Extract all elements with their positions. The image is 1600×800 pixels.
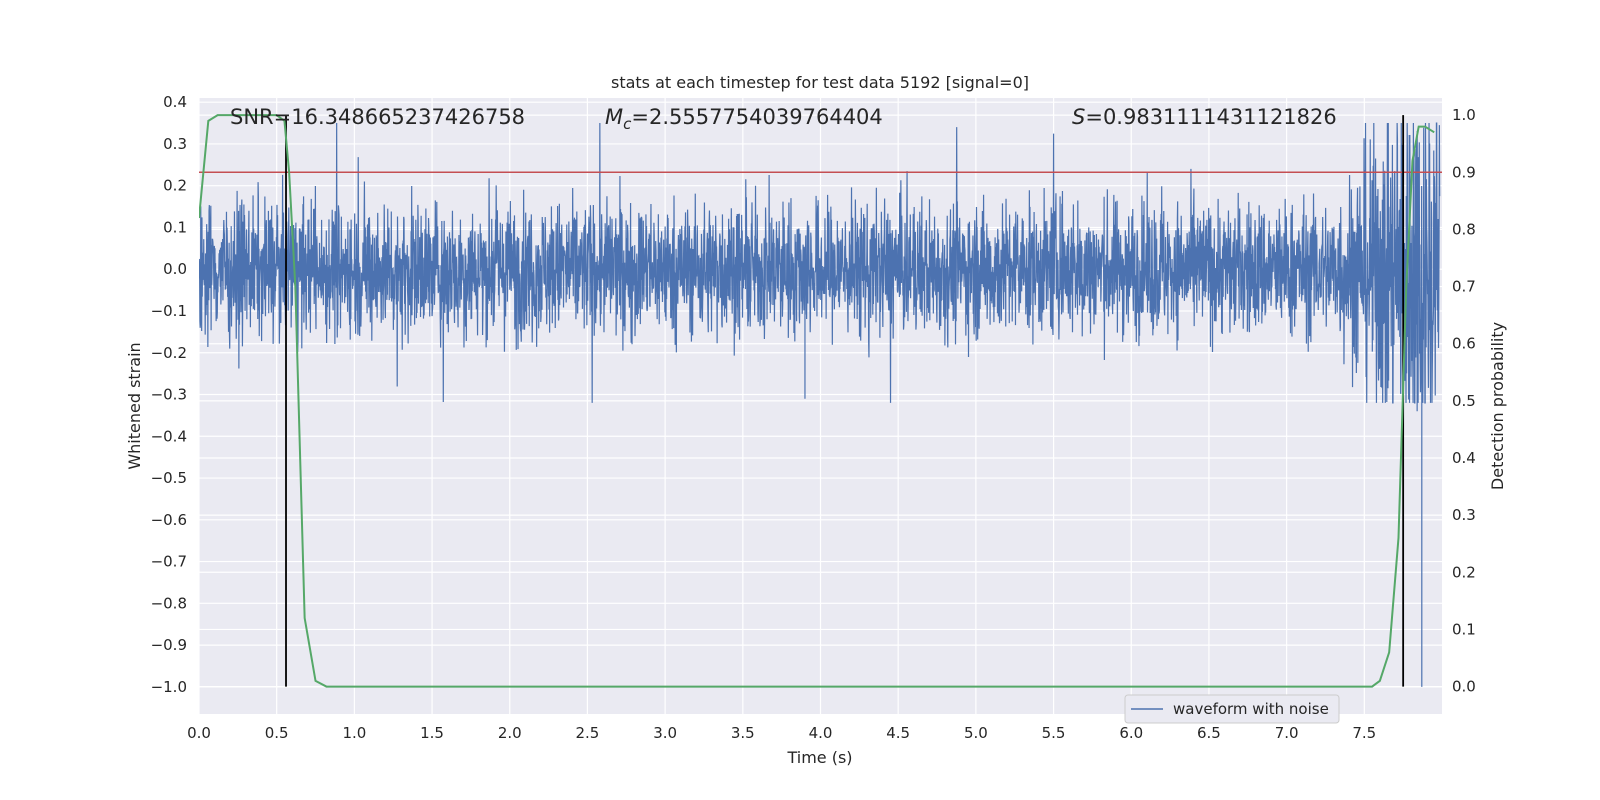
- y2-tick-label: 0.3: [1452, 506, 1476, 524]
- y2-tick-label: 0.5: [1452, 392, 1476, 410]
- y2-tick-label: 0.0: [1452, 678, 1476, 696]
- y-tick-label: −0.3: [151, 386, 187, 404]
- x-tick-label: 0.5: [265, 724, 289, 742]
- y-tick-label: 0.4: [163, 93, 187, 111]
- x-tick-label: 2.5: [576, 724, 600, 742]
- chirp-mass-value: =2.5557754039764404: [631, 105, 882, 129]
- x-grid: [198, 98, 1365, 714]
- y-tick-label: −0.5: [151, 469, 187, 487]
- y-tick-label: −0.4: [151, 427, 187, 445]
- chart-title: stats at each timestep for test data 519…: [611, 73, 1029, 92]
- score-symbol: S: [1072, 105, 1085, 129]
- y2-tick-label: 0.4: [1452, 449, 1476, 467]
- y-tick-label: 0.2: [163, 177, 187, 195]
- y-tick-label: −0.7: [151, 553, 187, 571]
- legend-label: waveform with noise: [1173, 700, 1329, 718]
- x-tick-label: 1.5: [420, 724, 444, 742]
- x-tick-label: 6.0: [1119, 724, 1143, 742]
- x-tick-label: 4.5: [886, 724, 910, 742]
- y-tick-label: −0.1: [151, 302, 187, 320]
- y-tick-label: −0.9: [151, 636, 187, 654]
- score-value: =0.9831111431121826: [1085, 105, 1336, 129]
- y2-tick-label: 0.8: [1452, 220, 1476, 238]
- chirp-mass-subscript: c: [623, 115, 632, 133]
- x-tick-label: 3.0: [653, 724, 677, 742]
- y-tick-label: 0.3: [163, 135, 187, 153]
- snr-annotation: SNR=16.348665237426758: [230, 105, 525, 129]
- y-tick-labels: 0.4 0.3 0.2 0.1 0.0 −0.1 −0.2 −0.3 −0.4 −0.5 −0.6 −…: [151, 93, 187, 696]
- x-tick-label: 5.0: [964, 724, 988, 742]
- y-tick-label: −0.2: [151, 344, 187, 362]
- y-tick-label: 0.1: [163, 218, 187, 236]
- x-tick-label: 7.5: [1352, 724, 1376, 742]
- y-axis-label: Whitened strain: [125, 342, 144, 469]
- x-tick-label: 5.5: [1042, 724, 1066, 742]
- x-tick-label: 0.0: [187, 724, 211, 742]
- x-axis-label: Time (s): [786, 748, 852, 767]
- x-tick-label: 2.0: [498, 724, 522, 742]
- x-tick-label: 7.0: [1275, 724, 1299, 742]
- chirp-mass-symbol: M: [605, 105, 623, 129]
- y2-tick-label: 0.6: [1452, 335, 1476, 353]
- probability-line: [199, 114, 1435, 688]
- y2-tick-label: 0.2: [1452, 563, 1476, 581]
- legend-box: [1124, 694, 1340, 724]
- chirp-mass-annotation: Mc=2.5557754039764404: [605, 105, 883, 133]
- y2-tick-label: 0.1: [1452, 620, 1476, 638]
- y-tick-label: −1.0: [151, 678, 187, 696]
- y2-tick-label: 0.9: [1452, 163, 1476, 181]
- y2-tick-label: 0.7: [1452, 278, 1476, 296]
- y2-axis-label: Detection probability: [1488, 322, 1507, 490]
- x-tick-label: 4.0: [809, 724, 833, 742]
- y-tick-label: 0.0: [163, 260, 187, 278]
- x-tick-label: 3.5: [731, 724, 755, 742]
- x-tick-label: 1.0: [342, 724, 366, 742]
- score-annotation: S=0.9831111431121826: [1072, 105, 1337, 129]
- y2-tick-labels: 1.0 0.9 0.8 0.7 0.6 0.5 0.4 0.3 0.2 0.1 0.0: [1452, 106, 1476, 695]
- y2-tick-label: 1.0: [1452, 106, 1476, 124]
- x-tick-label: 6.5: [1197, 724, 1221, 742]
- waveform-line: [199, 122, 1441, 687]
- x-tick-labels: 0.0 0.5 1.0 1.5 2.0 2.5 3.0 3.5 4.0 4.5 5.0 5.5 6.0 6…: [187, 724, 1376, 742]
- y-tick-label: −0.8: [151, 594, 187, 612]
- legend: waveform with noise: [1124, 694, 1340, 724]
- y-tick-label: −0.6: [151, 511, 187, 529]
